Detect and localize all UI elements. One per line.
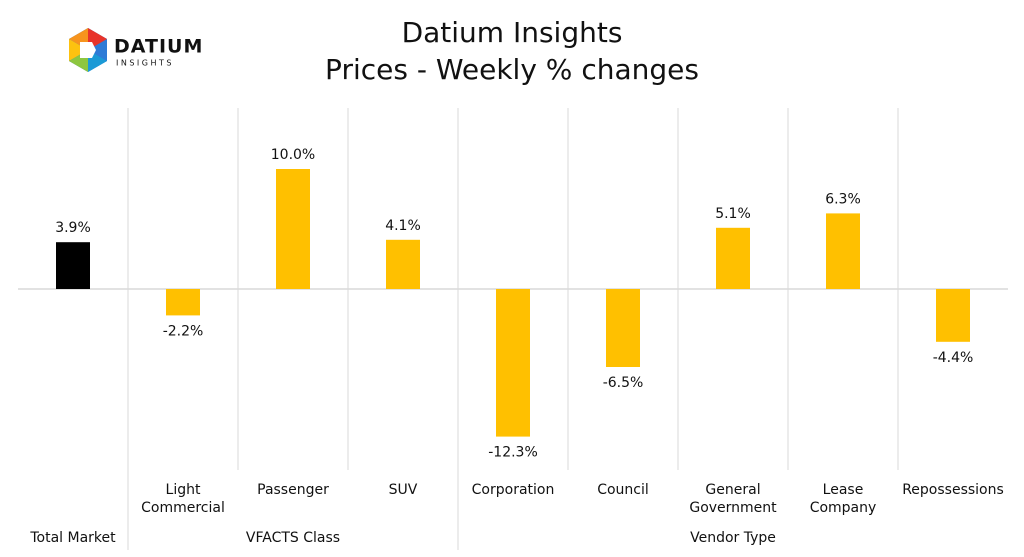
value-label: 6.3% [825,191,861,207]
bar [166,289,200,316]
logo-icon [69,28,107,72]
chart-title: Datium Insights [402,16,623,49]
bar [936,289,970,342]
value-label: -6.5% [603,375,644,391]
group-label: Vendor Type [690,530,776,546]
bar [496,289,530,437]
value-label: 4.1% [385,218,421,234]
value-label: -12.3% [488,445,538,461]
category-label: Lease Company [809,482,877,516]
bar [716,227,750,289]
bar [56,242,90,289]
bar [606,289,640,367]
category-label: SUV [388,482,418,498]
bar [826,213,860,289]
bar [276,169,310,289]
value-label: -2.2% [163,323,204,339]
value-label: -4.4% [933,350,974,366]
group-label: Total Market [30,530,116,546]
logo-name: DATIUM [114,36,203,58]
value-label: 3.9% [55,220,91,236]
chart-subtitle: Prices - Weekly % changes [325,53,699,86]
category-label: Council [597,482,649,498]
category-label: Passenger [257,482,329,498]
logo-tagline: INSIGHTS [116,59,174,68]
bar [386,239,420,289]
category-label: Light Commercial [141,482,225,516]
value-label: 5.1% [715,206,751,222]
category-label: General Government [689,482,777,516]
group-label: VFACTS Class [245,530,341,546]
category-label: Corporation [471,482,555,498]
category-label: Repossessions [902,482,1004,498]
value-label: 10.0% [271,147,315,163]
